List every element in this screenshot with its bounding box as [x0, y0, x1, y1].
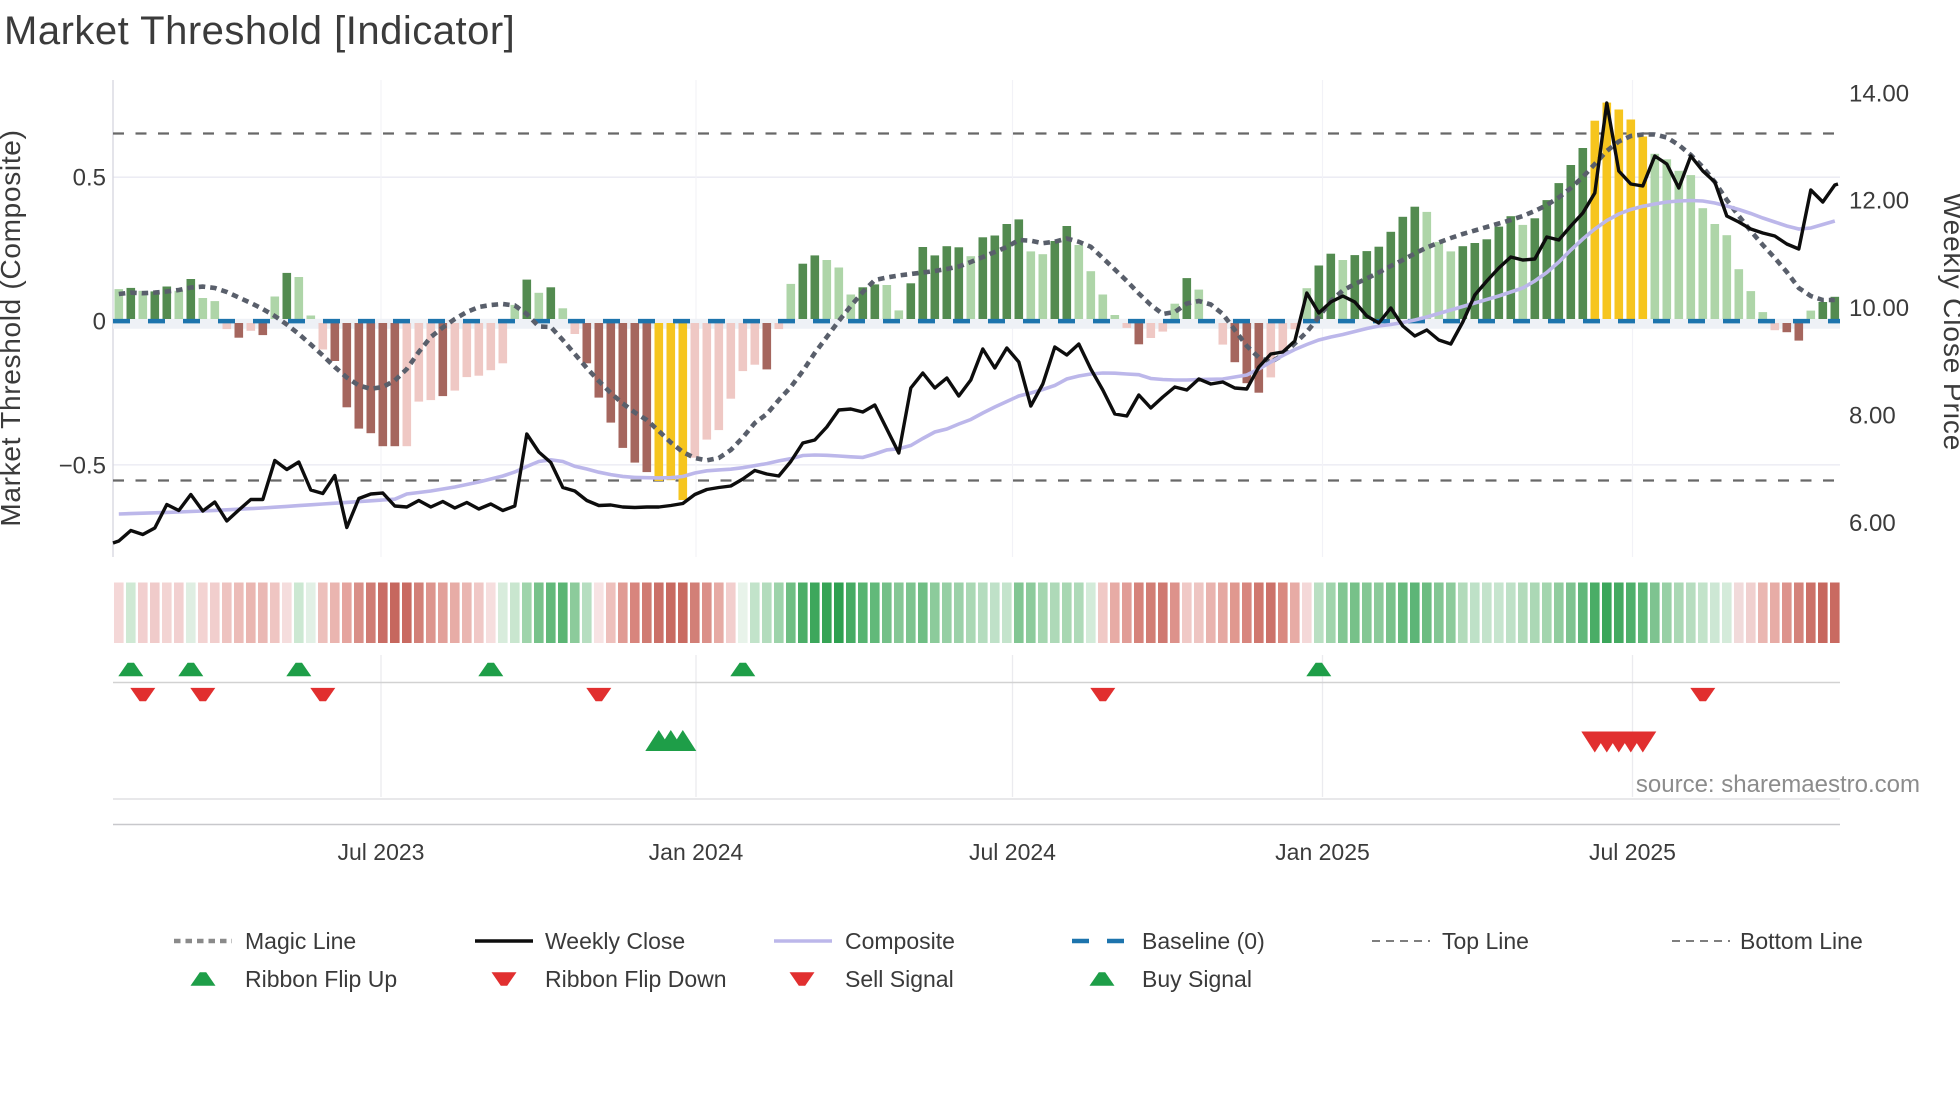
svg-text:Weekly Close Price: Weekly Close Price	[1938, 193, 1960, 451]
svg-text:Weekly Close: Weekly Close	[545, 928, 685, 954]
svg-text:−0.5: −0.5	[59, 452, 106, 479]
svg-text:0: 0	[93, 309, 106, 336]
svg-text:Top Line: Top Line	[1442, 928, 1529, 954]
svg-text:Sell Signal: Sell Signal	[845, 966, 954, 992]
svg-text:6.00: 6.00	[1849, 510, 1896, 537]
svg-text:12.00: 12.00	[1849, 188, 1909, 215]
svg-text:Jan 2025: Jan 2025	[1275, 839, 1370, 865]
svg-text:Market Threshold [Indicator]: Market Threshold [Indicator]	[4, 9, 515, 53]
svg-text:10.00: 10.00	[1849, 295, 1909, 322]
svg-text:Bottom Line: Bottom Line	[1740, 928, 1863, 954]
svg-text:Baseline (0): Baseline (0)	[1142, 928, 1265, 954]
svg-text:Magic Line: Magic Line	[245, 928, 356, 954]
svg-text:Jul 2024: Jul 2024	[969, 839, 1056, 865]
svg-text:Ribbon Flip Up: Ribbon Flip Up	[245, 966, 397, 992]
svg-text:source: sharemaestro.com: source: sharemaestro.com	[1636, 771, 1920, 798]
svg-text:Ribbon Flip Down: Ribbon Flip Down	[545, 966, 727, 992]
svg-text:Composite: Composite	[845, 928, 955, 954]
svg-text:Jul 2023: Jul 2023	[338, 839, 425, 865]
svg-text:Jan 2024: Jan 2024	[649, 839, 744, 865]
svg-text:0.5: 0.5	[73, 165, 106, 192]
svg-text:Jul 2025: Jul 2025	[1589, 839, 1676, 865]
svg-text:14.00: 14.00	[1849, 80, 1909, 107]
svg-text:8.00: 8.00	[1849, 403, 1896, 430]
svg-text:Market Threshold (Composite): Market Threshold (Composite)	[0, 129, 26, 526]
svg-text:Buy Signal: Buy Signal	[1142, 966, 1252, 992]
